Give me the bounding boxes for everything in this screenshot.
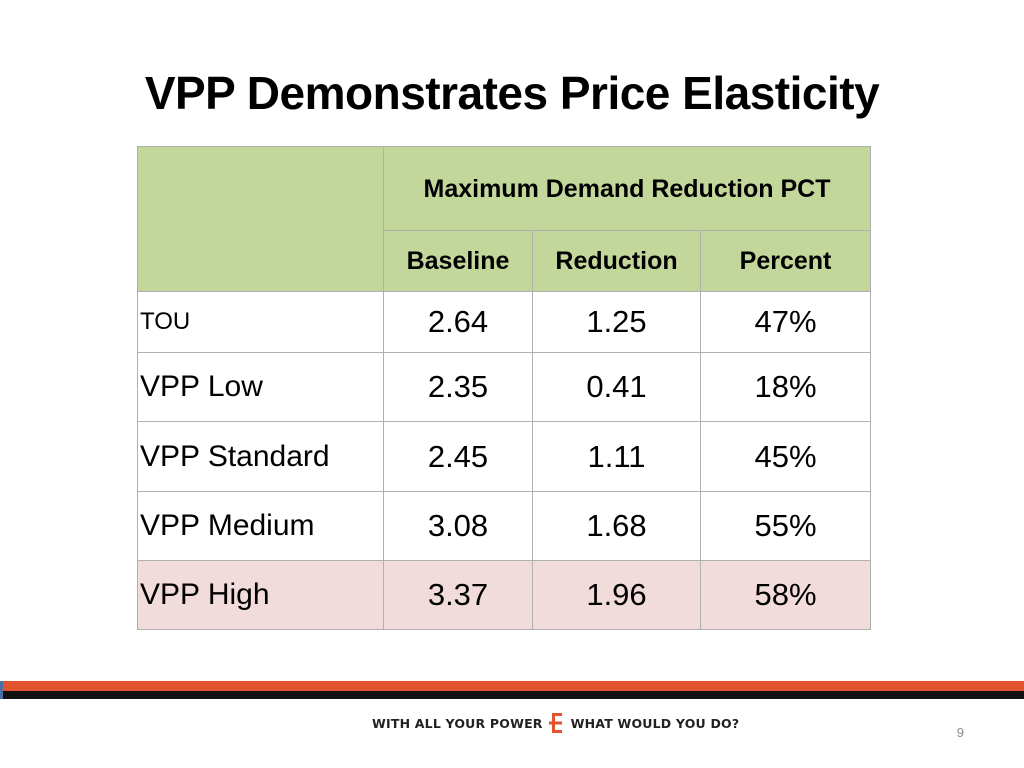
baseline-cell: 2.35 bbox=[383, 352, 533, 422]
column-header-percent: Percent bbox=[700, 230, 871, 292]
column-header-baseline: Baseline bbox=[383, 230, 533, 292]
baseline-cell: 3.37 bbox=[383, 560, 533, 630]
row-label: TOU bbox=[137, 291, 384, 353]
baseline-cell: 2.45 bbox=[383, 421, 533, 492]
row-label: VPP High bbox=[137, 560, 384, 630]
tagline-left: WITH ALL YOUR POWER bbox=[372, 715, 543, 731]
footer-blue-accent bbox=[0, 681, 3, 699]
row-label: VPP Standard bbox=[137, 421, 384, 492]
reduction-cell: 0.41 bbox=[532, 352, 701, 422]
footer-black-bar bbox=[0, 691, 1024, 699]
table-corner-cell bbox=[137, 146, 384, 292]
tagline-right: WHAT WOULD YOU DO? bbox=[570, 715, 740, 731]
page-number: 9 bbox=[956, 725, 964, 740]
column-header-reduction: Reduction bbox=[532, 230, 701, 292]
percent-cell: 47% bbox=[700, 291, 871, 353]
baseline-cell: 2.64 bbox=[383, 291, 533, 353]
table-row-highlighted: VPP High 3.37 1.96 58% bbox=[137, 560, 871, 630]
footer-tagline: WITH ALL YOUR POWER WHAT WOULD YOU DO? bbox=[372, 711, 739, 735]
row-label: VPP Low bbox=[137, 352, 384, 422]
reduction-cell: 1.11 bbox=[532, 421, 701, 492]
demand-reduction-table: Maximum Demand Reduction PCT Baseline Re… bbox=[137, 146, 871, 630]
percent-cell: 18% bbox=[700, 352, 871, 422]
baseline-cell: 3.08 bbox=[383, 491, 533, 561]
table-row: TOU 2.64 1.25 47% bbox=[137, 291, 871, 353]
reduction-cell: 1.25 bbox=[532, 291, 701, 353]
percent-cell: 58% bbox=[700, 560, 871, 630]
table-row: VPP Standard 2.45 1.11 45% bbox=[137, 421, 871, 492]
reduction-cell: 1.68 bbox=[532, 491, 701, 561]
table-row: VPP Low 2.35 0.41 18% bbox=[137, 352, 871, 422]
group-header: Maximum Demand Reduction PCT bbox=[383, 146, 871, 231]
reduction-cell: 1.96 bbox=[532, 560, 701, 630]
percent-cell: 45% bbox=[700, 421, 871, 492]
slide-title: VPP Demonstrates Price Elasticity bbox=[144, 67, 880, 119]
e-logo-icon bbox=[548, 711, 565, 735]
row-label: VPP Medium bbox=[137, 491, 384, 561]
table-row: VPP Medium 3.08 1.68 55% bbox=[137, 491, 871, 561]
percent-cell: 55% bbox=[700, 491, 871, 561]
footer-orange-bar bbox=[0, 681, 1024, 691]
